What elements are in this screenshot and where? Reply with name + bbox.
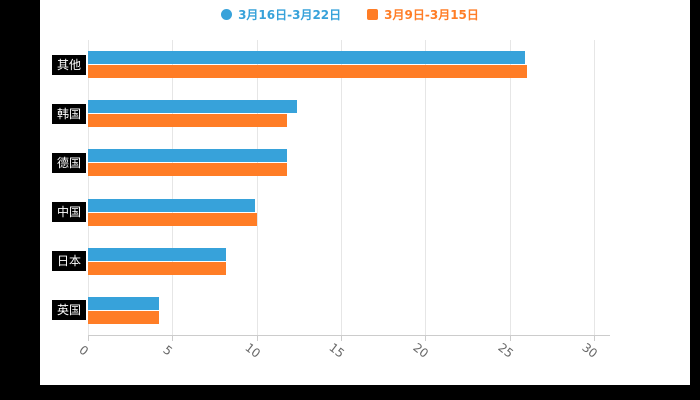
x-axis-tick <box>341 336 342 341</box>
left-margin-strip <box>0 0 40 400</box>
category-label: 英国 <box>51 300 86 321</box>
x-axis-line <box>88 335 610 336</box>
bar-blue[interactable] <box>88 247 227 261</box>
x-axis-tick <box>256 336 258 341</box>
gridline <box>88 40 89 335</box>
legend-item-label: 3月16日-3月22日 <box>238 8 342 22</box>
legend: 3月16日-3月22日 3月9日-3月15日 <box>0 6 700 23</box>
gridline <box>256 40 258 335</box>
x-axis-tick <box>172 336 174 341</box>
x-axis-tick <box>425 336 427 341</box>
bar-orange[interactable] <box>88 65 527 79</box>
legend-circle-marker-icon <box>221 9 233 20</box>
bar-orange[interactable] <box>88 261 227 275</box>
bar-blue[interactable] <box>88 198 255 212</box>
legend-item-label: 3月9日-3月15日 <box>384 8 479 22</box>
gridline <box>172 40 174 335</box>
bar-blue[interactable] <box>88 51 525 65</box>
category-label: 其他 <box>51 54 86 75</box>
x-axis-tick <box>594 336 595 341</box>
bar-chart-plot: 0 5 10 15 20 25 30 其他 韩国 德国 中国 日本 英国 <box>51 40 610 361</box>
bar-blue[interactable] <box>88 296 159 310</box>
gridline <box>509 40 511 335</box>
legend-item-week2[interactable]: 3月16日-3月22日 <box>221 6 341 23</box>
x-axis-tick <box>509 336 511 341</box>
bar-orange[interactable] <box>88 310 159 324</box>
bar-orange[interactable] <box>88 114 288 128</box>
category-label: 德国 <box>51 152 86 173</box>
legend-item-week1[interactable]: 3月9日-3月15日 <box>367 6 479 23</box>
legend-square-marker-icon <box>367 9 379 20</box>
gridline <box>425 40 427 335</box>
bar-blue[interactable] <box>88 100 298 114</box>
category-label: 日本 <box>51 251 86 272</box>
x-axis-tick <box>88 336 89 341</box>
gridline <box>594 40 595 335</box>
bar-orange[interactable] <box>88 163 288 177</box>
category-label: 韩国 <box>51 103 86 124</box>
bar-orange[interactable] <box>88 212 257 226</box>
gridline <box>341 40 342 335</box>
category-label: 中国 <box>51 202 86 223</box>
bar-blue[interactable] <box>88 149 288 163</box>
